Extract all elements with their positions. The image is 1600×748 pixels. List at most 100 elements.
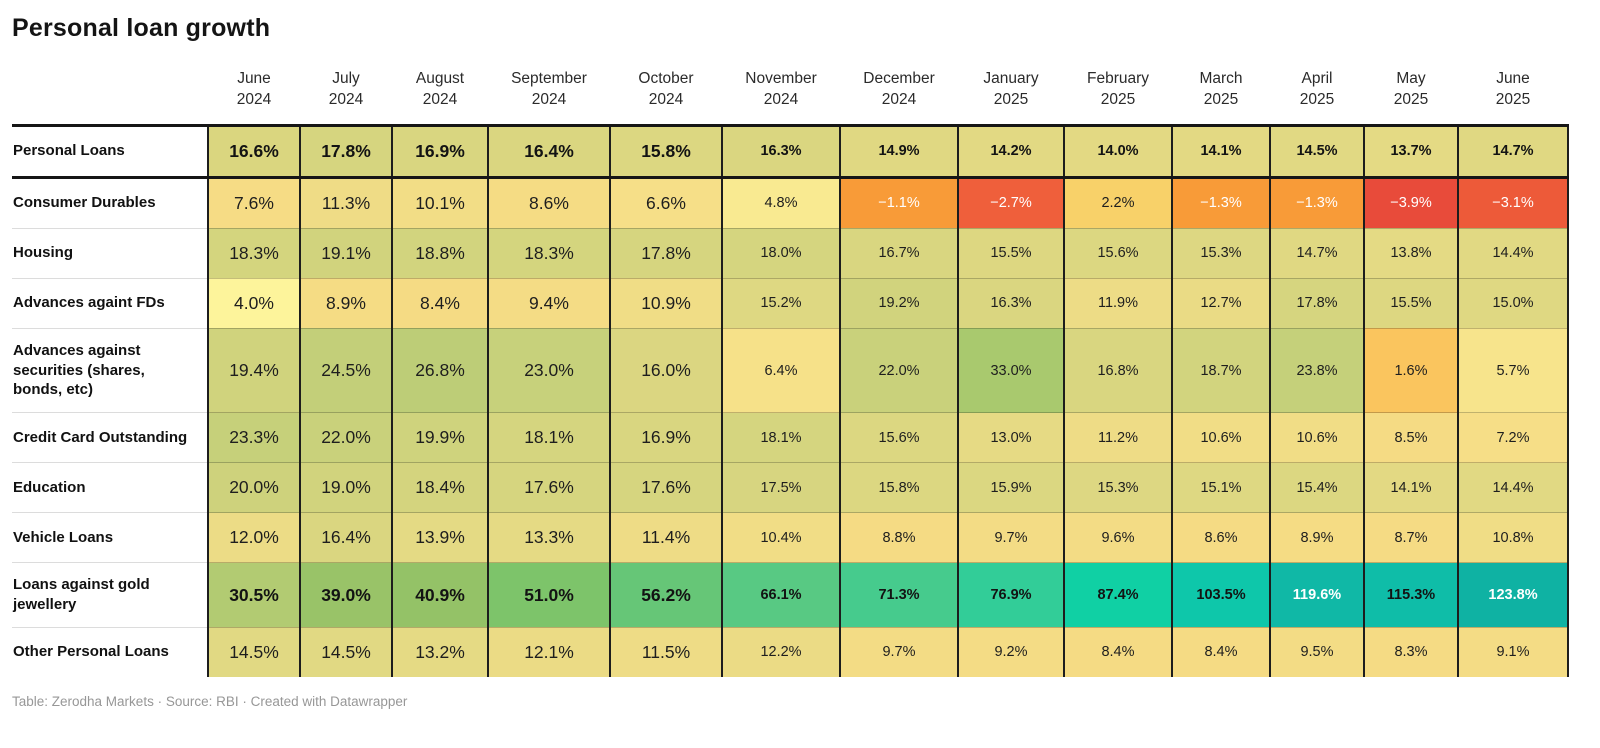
heatmap-cell: −3.9% — [1363, 175, 1458, 229]
row-label: Education — [12, 462, 208, 513]
row-label: Consumer Durables — [12, 175, 208, 229]
heatmap-cell: 26.8% — [391, 327, 488, 413]
heatmap-cell: 19.4% — [207, 327, 300, 413]
heatmap-cell: 15.5% — [1363, 277, 1458, 329]
heatmap-cell: 8.4% — [391, 277, 488, 329]
table-row: Personal Loans 16.6% 17.8% 16.9% 16.4% 15.8% 1… — [12, 125, 1569, 178]
table-row: Loans against gold jewellery 30.5% 39.0% 40… — [12, 562, 1569, 628]
row-label: Advances against securities (shares, bon… — [12, 327, 208, 413]
heatmap-cell: 24.5% — [299, 327, 392, 413]
heatmap-cell: 10.4% — [721, 512, 840, 563]
heatmap-cell: 16.8% — [1063, 327, 1172, 413]
table-row: Advances against securities (shares, bon… — [12, 327, 1569, 413]
heatmap-cell: 16.7% — [839, 227, 958, 279]
heatmap-cell: 14.1% — [1363, 462, 1458, 513]
heatmap-cell: −3.1% — [1457, 175, 1569, 229]
heatmap-cell: 16.3% — [721, 125, 840, 178]
heatmap-cell: 22.0% — [299, 412, 392, 463]
heatmap-cell: 16.9% — [609, 412, 722, 463]
heatmap-cell: 30.5% — [207, 562, 300, 628]
heatmap-cell: 8.6% — [1171, 512, 1270, 563]
heatmap-cell: 13.9% — [391, 512, 488, 563]
heatmap-cell: 51.0% — [487, 562, 610, 628]
column-header: September 2024 — [488, 69, 610, 127]
heatmap-cell: 10.6% — [1171, 412, 1270, 463]
heatmap-cell: 76.9% — [957, 562, 1064, 628]
heatmap-cell: 13.3% — [487, 512, 610, 563]
heatmap-cell: 6.4% — [721, 327, 840, 413]
heatmap-cell: 16.0% — [609, 327, 722, 413]
heatmap-cell: 14.0% — [1063, 125, 1172, 178]
column-header: February 2025 — [1064, 69, 1172, 127]
column-header: April 2025 — [1270, 69, 1364, 127]
row-label: Other Personal Loans — [12, 626, 208, 677]
table-row: Education 20.0% 19.0% 18.4% 17.6% 17.6% 17.5% 1… — [12, 462, 1569, 513]
heatmap-cell: 18.4% — [391, 462, 488, 513]
heatmap-cell: 9.4% — [487, 277, 610, 329]
heatmap-cell: −1.3% — [1171, 175, 1270, 229]
heatmap-cell: 8.5% — [1363, 412, 1458, 463]
heatmap-cell: 40.9% — [391, 562, 488, 628]
heatmap-cell: 8.9% — [1269, 512, 1364, 563]
heatmap-cell: 11.5% — [609, 626, 722, 677]
column-header: June 2024 — [208, 69, 300, 127]
heatmap-cell: 18.1% — [487, 412, 610, 463]
heatmap-cell: 14.5% — [1269, 125, 1364, 178]
heatmap-cell: 8.6% — [487, 175, 610, 229]
heatmap-cell: 13.7% — [1363, 125, 1458, 178]
heatmap-cell: 15.2% — [721, 277, 840, 329]
heatmap-cell: 10.6% — [1269, 412, 1364, 463]
heatmap-cell: 12.0% — [207, 512, 300, 563]
heatmap-cell: 20.0% — [207, 462, 300, 513]
heatmap-cell: 10.9% — [609, 277, 722, 329]
row-label: Credit Card Outstanding — [12, 412, 208, 463]
heatmap-cell: 16.3% — [957, 277, 1064, 329]
heatmap-cell: 119.6% — [1269, 562, 1364, 628]
heatmap-cell: 14.2% — [957, 125, 1064, 178]
table-row: Advances againt FDs 4.0% 8.9% 8.4% 9.4% 10.9%… — [12, 277, 1569, 329]
corner-cell — [12, 69, 208, 127]
heatmap-cell: 17.8% — [1269, 277, 1364, 329]
column-header: May 2025 — [1364, 69, 1458, 127]
heatmap-cell: 1.6% — [1363, 327, 1458, 413]
heatmap-cell: 71.3% — [839, 562, 958, 628]
heatmap-cell: 19.2% — [839, 277, 958, 329]
heatmap-cell: 115.3% — [1363, 562, 1458, 628]
heatmap-cell: 23.8% — [1269, 327, 1364, 413]
column-header: January 2025 — [958, 69, 1064, 127]
heatmap-cell: 15.1% — [1171, 462, 1270, 513]
heatmap-cell: 13.0% — [957, 412, 1064, 463]
heatmap-cell: 15.3% — [1063, 462, 1172, 513]
heatmap-cell: 123.8% — [1457, 562, 1569, 628]
attribution-footer: Table: Zerodha Markets · Source: RBI · C… — [12, 693, 408, 709]
heatmap-cell: 103.5% — [1171, 562, 1270, 628]
heatmap-cell: 12.7% — [1171, 277, 1270, 329]
column-header: July 2024 — [300, 69, 392, 127]
heatmap-cell: 8.4% — [1063, 626, 1172, 677]
table-row: Housing 18.3% 19.1% 18.8% 18.3% 17.8% 18.0% 16.… — [12, 227, 1569, 279]
heatmap-cell: 11.2% — [1063, 412, 1172, 463]
heatmap-cell: 16.4% — [487, 125, 610, 178]
heatmap-cell: 13.8% — [1363, 227, 1458, 279]
heatmap-cell: 17.8% — [609, 227, 722, 279]
heatmap-cell: 66.1% — [721, 562, 840, 628]
heatmap-cell: 87.4% — [1063, 562, 1172, 628]
heatmap-cell: 11.4% — [609, 512, 722, 563]
heatmap-cell: 9.6% — [1063, 512, 1172, 563]
heatmap-cell: 17.6% — [487, 462, 610, 513]
heatmap-cell: 17.5% — [721, 462, 840, 513]
heatmap-cell: 9.2% — [957, 626, 1064, 677]
heatmap-cell: 8.4% — [1171, 626, 1270, 677]
column-header: November 2024 — [722, 69, 840, 127]
heatmap-cell: 16.9% — [391, 125, 488, 178]
heatmap-cell: 15.0% — [1457, 277, 1569, 329]
heatmap-cell: 8.9% — [299, 277, 392, 329]
heatmap-cell: 23.0% — [487, 327, 610, 413]
heatmap-cell: 39.0% — [299, 562, 392, 628]
heatmap-cell: 6.6% — [609, 175, 722, 229]
heatmap-cell: 10.8% — [1457, 512, 1569, 563]
heatmap-cell: 18.0% — [721, 227, 840, 279]
heatmap-cell: 14.4% — [1457, 227, 1569, 279]
column-header: August 2024 — [392, 69, 488, 127]
row-label: Housing — [12, 227, 208, 279]
